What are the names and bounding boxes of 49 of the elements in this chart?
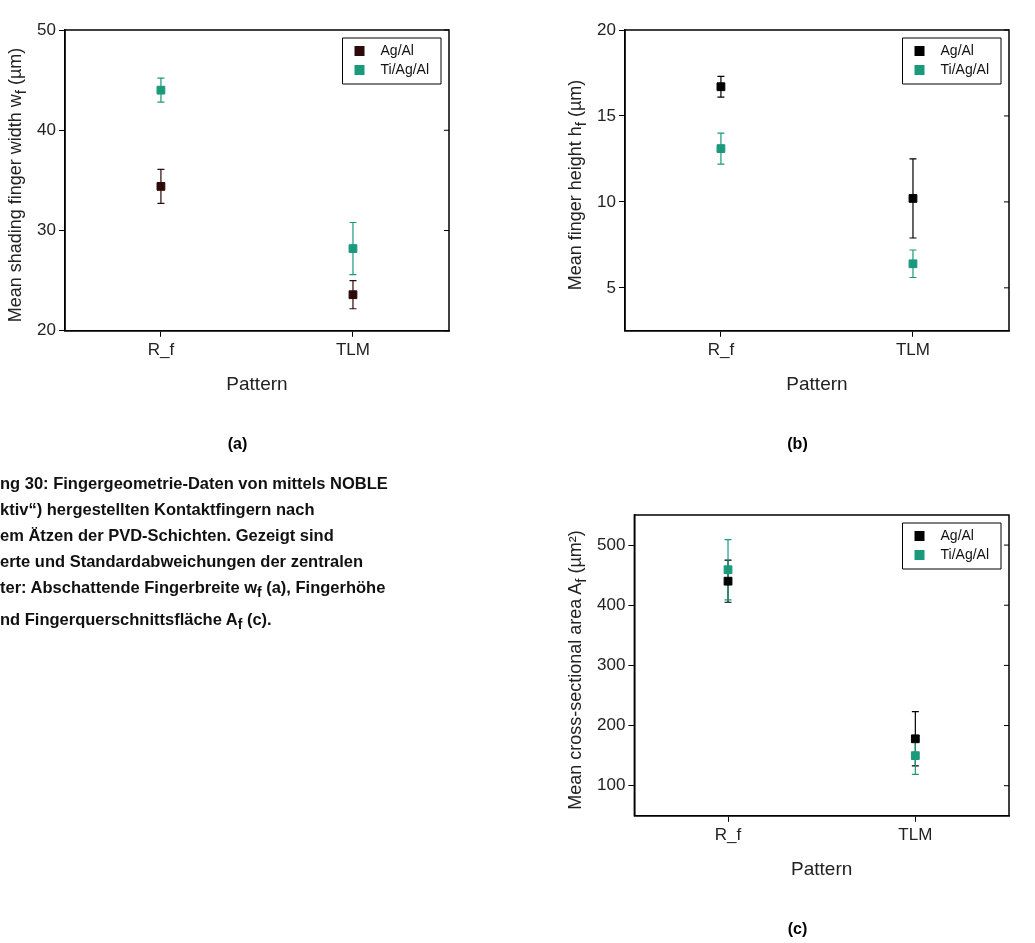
legend-label: Ti/Ag/Al (940, 60, 990, 77)
y-tick-label: 500 (596, 534, 626, 554)
point (716, 144, 726, 153)
y-tick-label: 200 (596, 715, 626, 735)
y-tick-label: 300 (596, 655, 626, 675)
point (156, 85, 166, 95)
text: (c) (786, 920, 809, 938)
x-axis-title: Pattern (786, 372, 848, 394)
y-tick-label: 20 (36, 320, 56, 340)
text: (b) (786, 435, 809, 453)
text: nd Fingerquerschnittsfläche A$_{f}$ (c). (0, 609, 273, 635)
point (908, 259, 918, 269)
legend-label: Ti/Ag/Al (380, 60, 430, 77)
y-tick-label: 20 (596, 19, 616, 39)
x-tick-label: TLM (335, 339, 370, 359)
text: ktiv“) hergestellten Kontaktfingern nach (0, 499, 316, 520)
x-tick-label: TLM (898, 824, 933, 844)
point (348, 244, 358, 253)
point (716, 82, 726, 92)
text: ter: Abschattende Fingerbreite w$_{f}$ (a), Fingerhöhe (0, 577, 387, 603)
point (156, 182, 166, 191)
point (723, 565, 733, 575)
x-axis-title: Pattern (791, 857, 853, 879)
y-tick-label: 100 (596, 775, 626, 795)
x-tick-label: R_f (714, 824, 742, 844)
legend-label: Ag/Al (940, 526, 974, 543)
y-tick-label: 10 (596, 191, 616, 211)
point (910, 734, 920, 744)
point (908, 194, 918, 203)
y-tick-label: 5 (606, 277, 616, 297)
point (910, 751, 920, 761)
y-tick-label: 40 (36, 119, 56, 139)
legend-label: Ti/Ag/Al (940, 545, 990, 562)
x-tick-label: TLM (895, 339, 930, 359)
y-tick-label: 50 (36, 19, 56, 39)
x-axis-title: Pattern (226, 372, 288, 394)
point (723, 576, 733, 586)
text: erte und Standardabweichungen der zentralen (0, 551, 365, 572)
text: ng 30: Fingergeometrie-Daten von mittels NOBLE (0, 473, 389, 494)
text: (a) (226, 435, 249, 453)
text: em Ätzen der PVD-Schichten. Gezeigt sind (0, 525, 335, 546)
y-tick-label: 15 (596, 105, 616, 125)
legend-label: Ag/Al (940, 41, 974, 58)
y-tick-label: 400 (596, 594, 626, 614)
point (348, 290, 358, 300)
x-tick-label: R_f (707, 339, 735, 359)
x-tick-label: R_f (147, 339, 175, 359)
legend-label: Ag/Al (380, 41, 414, 58)
y-tick-label: 30 (36, 220, 56, 240)
